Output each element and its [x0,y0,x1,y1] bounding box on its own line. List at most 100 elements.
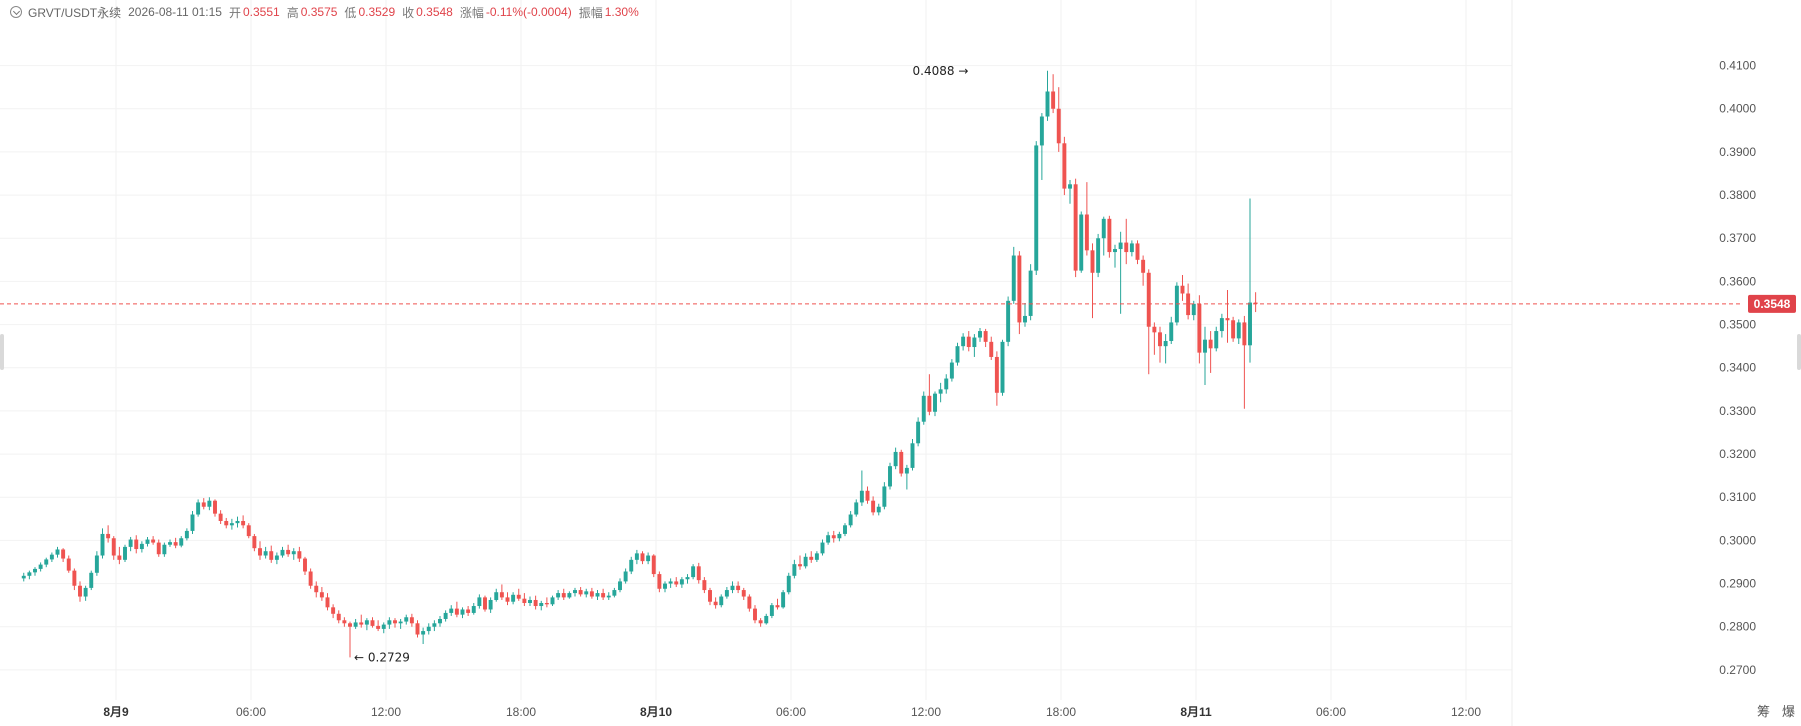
price-tick-label: 0.3800 [1719,188,1756,202]
candle-body [27,572,32,576]
candle-body [989,341,994,357]
high-label: 高 [286,5,299,20]
candle-body [106,533,111,539]
candle-body [606,595,611,598]
candle-body [173,542,178,546]
candle-body [1180,285,1185,294]
candle-body [213,500,217,514]
candle-body [601,593,606,598]
candle-body [1124,242,1129,253]
candle-body [539,603,544,607]
candle-body [128,539,133,547]
candle-body [668,581,673,584]
footer-indicators: 筹 爆 [1757,701,1795,720]
candle-body [837,533,842,539]
candle-body [702,580,707,591]
candle-body [151,539,156,543]
time-tick-label: 8月10 [640,705,672,719]
candle-body [364,620,369,625]
candle-body [1186,293,1191,316]
candle-body [348,623,352,627]
candle-body [679,579,684,585]
candle-body [1068,184,1072,189]
candle-body [263,551,268,556]
candle-body [89,572,94,588]
candle-body [1129,243,1134,253]
time-tick-label: 06:00 [236,705,266,719]
candle-body [21,575,26,579]
right-resize-handle[interactable] [1797,334,1801,370]
candle-body [1163,340,1168,347]
candle-body [1079,214,1084,271]
symbol-name: GRVT/USDT永续 [28,5,122,20]
open-label: 开 [228,5,241,20]
candle-body [415,623,420,635]
candle-body [595,593,600,597]
candle-body [224,520,229,526]
candle-body [944,378,949,390]
candle-body [1113,249,1117,253]
candle-body [1045,91,1050,117]
candle-body [1197,303,1202,353]
candle-body [61,549,66,559]
candle-body [325,597,330,608]
extreme-price-annotation: ← 0.2729 [354,650,410,664]
candle-body [229,523,234,526]
candle-body [865,490,870,501]
ohlc-header: GRVT/USDT永续 2026-08-11 01:15 开 0.3551 高 … [10,3,646,21]
candle-body [814,553,819,560]
candle-body [612,590,617,596]
candle-body [409,617,414,624]
candle-body [426,626,431,632]
candle-body [168,542,172,545]
time-axis[interactable]: 8月9 06:00 12:00 18:00 8月10 06:00 12:00 18:00 8月1… [103,705,1481,719]
candle-body [1253,302,1258,304]
candle-body [798,564,802,567]
candle-body [831,535,836,539]
candle-body [393,620,397,624]
collapse-chevron-icon[interactable] [10,6,22,18]
candle-body [730,585,735,591]
candle-body [663,583,667,589]
candle-timestamp: 2026-08-11 01:15 [128,5,222,19]
price-axis[interactable]: 0.4100 0.4000 0.3900 0.3800 0.3700 0.3600 0.35… [1719,59,1756,677]
price-tick-label: 0.4100 [1719,59,1756,73]
change-value: -0.11%(-0.0004) [485,5,572,19]
candle-body [44,559,49,565]
candle-body [994,356,999,393]
candle-body [33,568,37,573]
candle-body [387,620,392,625]
candle-body [567,593,572,598]
candle-body [753,608,757,621]
current-price-line: 0.3548 [0,294,1796,313]
low-label: 低 [344,5,357,20]
candle-body [38,564,43,569]
left-resize-handle[interactable] [0,334,4,370]
candle-body [49,554,54,560]
candle-body [162,544,167,555]
candle-body [78,585,82,597]
candle-body [646,555,651,562]
candle-series [21,70,1258,658]
candle-body [235,520,240,524]
liquidation-indicator-button[interactable]: 爆 [1781,704,1795,719]
candle-body [910,443,915,468]
candle-body [888,466,892,487]
candle-body [1084,214,1089,251]
price-tick-label: 0.3500 [1719,318,1756,332]
candle-body [528,599,532,604]
candle-body [241,520,246,526]
close-value: 0.3548 [416,5,453,19]
candle-body [854,502,859,515]
candle-body [1231,320,1236,339]
chip-indicator-button[interactable]: 筹 [1756,704,1770,719]
candle-body [449,608,454,613]
candle-body [376,625,381,629]
change-label: 涨幅 [459,5,484,20]
candle-body [1135,243,1140,260]
time-tick-label: 8月9 [103,705,129,719]
candle-body [111,538,116,556]
current-price-tag [1748,294,1796,313]
candle-body [1248,302,1252,346]
